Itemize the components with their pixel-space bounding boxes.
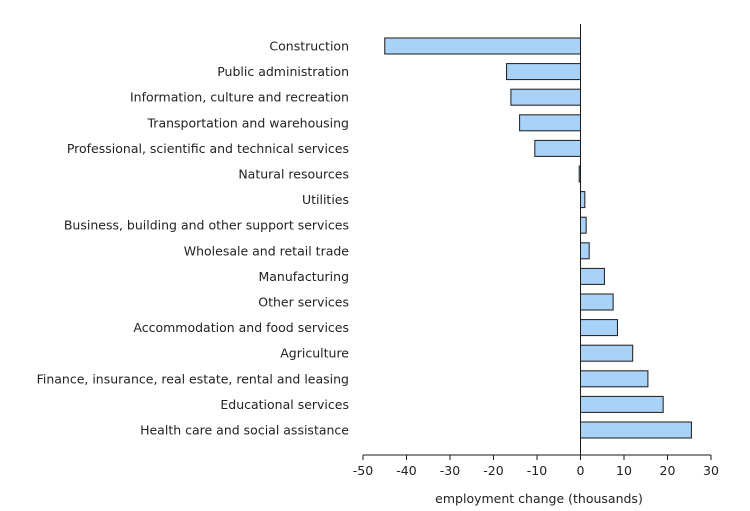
x-ticks: -50 -40 -30 -20 -10 0 10 20 30 <box>353 455 719 478</box>
bar <box>580 370 649 388</box>
category-label: Wholesale and retail trade <box>184 243 350 258</box>
category-label: Health care and social assistance <box>140 423 349 438</box>
x-tick-label: 10 <box>616 463 632 478</box>
bar <box>580 319 618 337</box>
bar <box>519 114 581 132</box>
bar <box>580 421 692 439</box>
category-label: Manufacturing <box>258 269 349 284</box>
x-tick-label: 20 <box>660 463 676 478</box>
category-label: Construction <box>269 39 349 54</box>
category-label: Other services <box>258 295 349 310</box>
category-label: Utilities <box>302 192 349 207</box>
x-tick-label: -50 <box>353 463 373 478</box>
bar <box>384 37 581 55</box>
category-label: Agriculture <box>280 346 349 361</box>
bar <box>580 267 605 285</box>
bar <box>580 191 586 209</box>
category-labels: Construction Public administration Informa… <box>37 39 350 438</box>
category-label: Educational services <box>220 397 349 412</box>
x-axis-title: employment change (thousands) <box>435 491 643 506</box>
bars-group <box>384 37 692 439</box>
bar <box>580 216 587 234</box>
bar <box>580 344 634 362</box>
bar <box>534 139 582 157</box>
bar <box>580 293 614 311</box>
category-label: Transportation and warehousing <box>147 115 350 130</box>
category-label: Professional, scientific and technical s… <box>67 141 349 156</box>
x-tick-label: -10 <box>527 463 547 478</box>
category-label: Finance, insurance, real estate, rental … <box>37 371 349 386</box>
category-label: Information, culture and recreation <box>130 90 349 105</box>
category-label: Natural resources <box>238 167 349 182</box>
x-tick-label: -40 <box>396 463 416 478</box>
x-tick-label: 30 <box>703 463 719 478</box>
bar <box>510 88 581 106</box>
x-tick-label: -20 <box>483 463 503 478</box>
x-tick-label: 0 <box>577 463 585 478</box>
category-label: Accommodation and food services <box>133 320 349 335</box>
category-label: Business, building and other support ser… <box>64 218 349 233</box>
bar <box>506 63 581 81</box>
bar <box>580 242 590 260</box>
category-label: Public administration <box>217 64 349 79</box>
x-tick-label: -30 <box>440 463 460 478</box>
bar <box>580 395 664 413</box>
